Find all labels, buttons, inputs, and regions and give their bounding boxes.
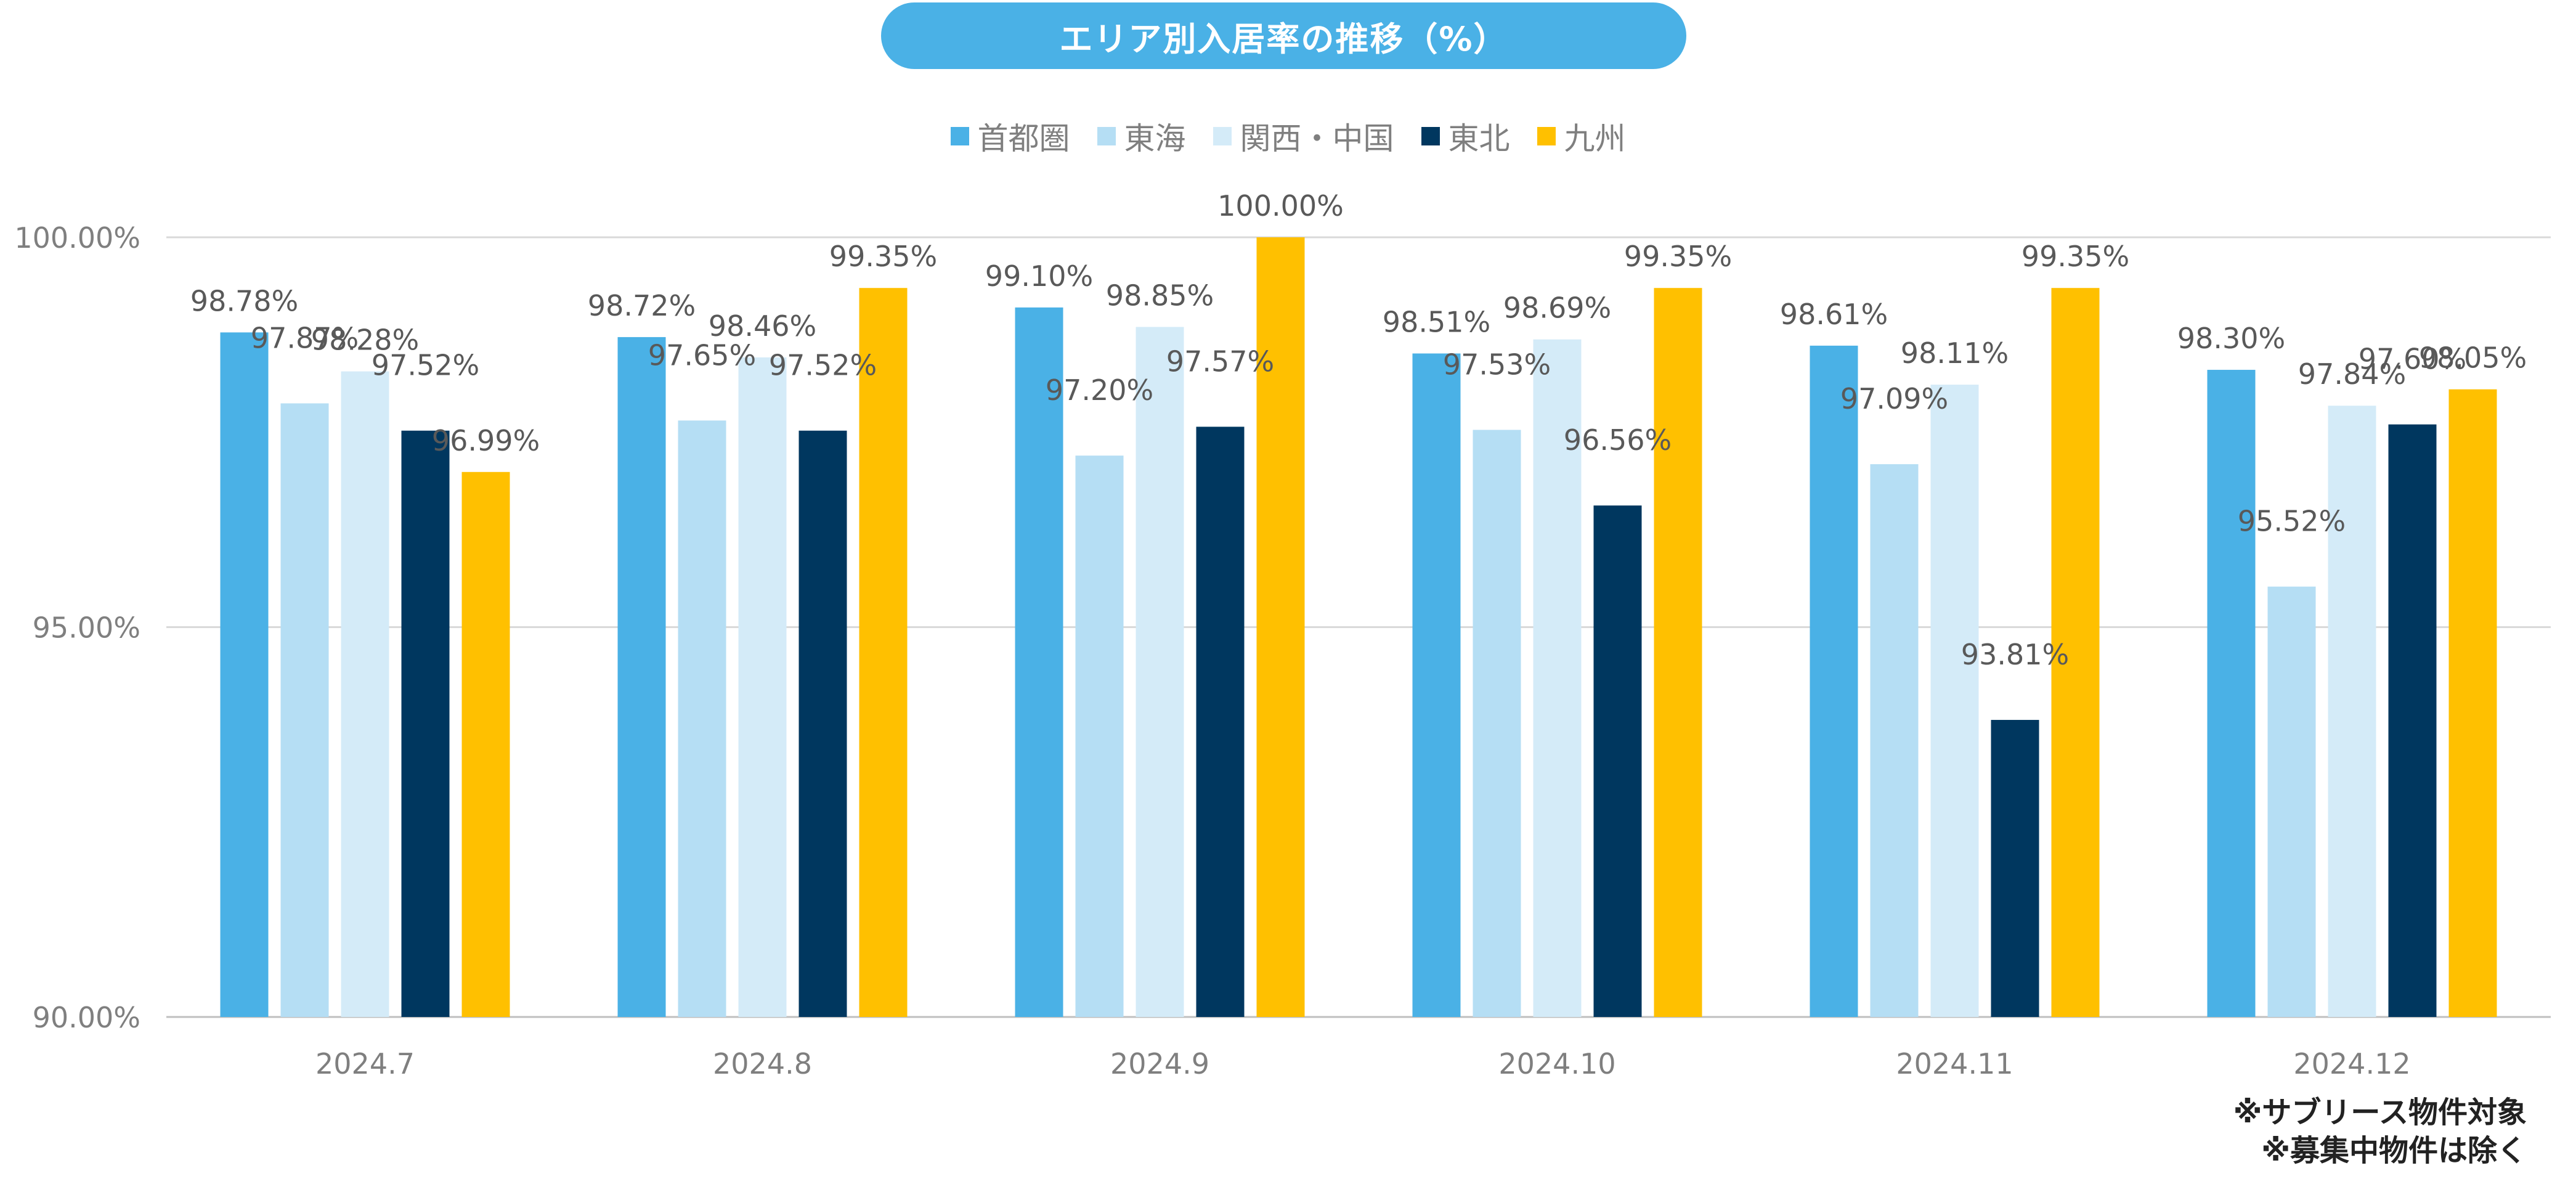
bar xyxy=(2207,370,2256,1017)
bar xyxy=(1870,464,1919,1017)
bar xyxy=(220,332,269,1017)
data-label: 98.72% xyxy=(588,289,696,322)
data-label: 97.52% xyxy=(769,349,877,382)
legend: 首都圏 東海 関西・中国 東北 九州 xyxy=(0,114,2576,158)
bar xyxy=(341,371,389,1017)
legend-swatch xyxy=(1213,127,1232,145)
data-label: 99.10% xyxy=(985,259,1093,293)
x-tick-label: 2024.8 xyxy=(713,1047,812,1080)
data-label: 99.35% xyxy=(1624,240,1732,273)
data-label: 98.28% xyxy=(311,324,419,357)
legend-swatch xyxy=(1421,127,1440,145)
bar xyxy=(738,357,787,1017)
data-label: 98.78% xyxy=(190,284,298,317)
legend-swatch xyxy=(950,127,969,145)
bar xyxy=(1533,339,1582,1017)
bar xyxy=(2328,406,2376,1017)
x-tick-label: 2024.12 xyxy=(2293,1047,2410,1080)
data-label: 97.65% xyxy=(648,338,756,372)
data-label: 97.57% xyxy=(1166,345,1274,378)
bar xyxy=(1136,327,1184,1017)
x-tick-label: 2024.9 xyxy=(1110,1047,1209,1080)
bar xyxy=(280,403,329,1017)
data-label: 99.35% xyxy=(2021,240,2129,273)
bar xyxy=(1654,288,1702,1018)
data-label: 98.61% xyxy=(1780,298,1888,331)
y-tick-label: 100.00% xyxy=(14,221,140,255)
legend-item-tokai: 東海 xyxy=(1097,114,1186,158)
data-label: 97.20% xyxy=(1046,374,1153,407)
chart-title: エリア別入居率の推移（%） xyxy=(881,2,1686,69)
bar xyxy=(1412,353,1461,1017)
bar xyxy=(1015,307,1063,1018)
data-label: 96.56% xyxy=(1564,423,1672,457)
data-label: 93.81% xyxy=(1961,638,2069,671)
legend-label: 九州 xyxy=(1564,121,1626,157)
footnote-sublease: ※サブリース物件対象 xyxy=(2233,1095,2527,1130)
legend-label: 東海 xyxy=(1124,121,1186,157)
legend-swatch xyxy=(1097,127,1116,145)
data-label: 97.84% xyxy=(2298,357,2406,391)
legend-item-tohoku: 東北 xyxy=(1421,114,1510,158)
data-label: 96.99% xyxy=(432,424,540,457)
bar xyxy=(1810,345,1858,1018)
data-label: 97.52% xyxy=(372,349,479,382)
bar xyxy=(2448,389,2497,1017)
bar xyxy=(2051,288,2100,1018)
data-label: 98.85% xyxy=(1106,279,1214,312)
bar xyxy=(798,430,847,1017)
bar xyxy=(461,472,510,1017)
legend-item-kyushu: 九州 xyxy=(1537,114,1626,158)
legend-label: 首都圏 xyxy=(977,121,1070,157)
bar xyxy=(1991,720,2039,1017)
x-tick-label: 2024.7 xyxy=(315,1047,415,1080)
legend-item-kansai-chugoku: 関西・中国 xyxy=(1213,114,1394,158)
bar xyxy=(1256,237,1305,1017)
bar xyxy=(2388,424,2437,1017)
data-label: 98.30% xyxy=(2177,322,2285,355)
legend-label: 関西・中国 xyxy=(1240,121,1394,157)
legend-swatch xyxy=(1537,127,1556,145)
legend-item-shutoken: 首都圏 xyxy=(950,114,1070,158)
data-label: 98.51% xyxy=(1383,305,1490,338)
bar xyxy=(1930,385,1979,1018)
bar xyxy=(678,420,726,1017)
data-label: 97.53% xyxy=(1443,348,1551,381)
data-label: 98.69% xyxy=(1503,292,1611,325)
data-label: 95.52% xyxy=(2238,505,2346,538)
bar xyxy=(1473,430,1521,1017)
bar xyxy=(1196,427,1245,1017)
y-tick-label: 90.00% xyxy=(33,1001,140,1034)
legend-label: 東北 xyxy=(1448,121,1510,157)
bar xyxy=(859,288,908,1018)
bar xyxy=(617,337,666,1018)
data-label: 100.00% xyxy=(1217,189,1344,223)
y-tick-label: 95.00% xyxy=(33,611,140,645)
bar xyxy=(1593,505,1642,1017)
bar xyxy=(2267,586,2316,1017)
bar xyxy=(401,430,450,1017)
data-label: 97.09% xyxy=(1840,382,1948,415)
data-label: 97.87% xyxy=(251,321,359,354)
bar xyxy=(1075,455,1124,1017)
data-label: 97.60% xyxy=(2359,343,2466,376)
x-tick-label: 2024.11 xyxy=(1896,1047,2013,1080)
footnote-excluded: ※募集中物件は除く xyxy=(2261,1133,2527,1168)
data-label: 98.05% xyxy=(2419,341,2527,375)
data-label: 98.11% xyxy=(1901,337,2009,370)
data-label: 98.46% xyxy=(709,309,816,343)
x-tick-label: 2024.10 xyxy=(1498,1047,1615,1080)
data-label: 99.35% xyxy=(829,240,937,273)
